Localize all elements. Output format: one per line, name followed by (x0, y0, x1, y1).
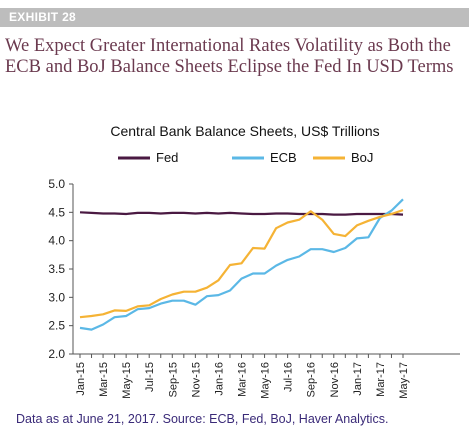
x-tick-label: Mar-17 (375, 362, 387, 397)
y-tick-label: 3.0 (48, 290, 65, 304)
x-tick-label: Sep-16 (306, 362, 318, 397)
x-tick-label: May-17 (398, 362, 410, 399)
y-tick-label: 2.0 (48, 347, 65, 361)
x-tick-label: Nov-15 (190, 362, 202, 397)
legend-label-ecb: ECB (270, 150, 297, 165)
y-tick-label: 4.0 (48, 234, 65, 248)
series-line-fed (79, 211, 404, 216)
series-line-ecb (79, 198, 404, 331)
x-tick-label: Mar-16 (237, 362, 249, 397)
series-layer (79, 198, 404, 331)
x-tick-label: Nov-16 (329, 362, 341, 397)
x-tick-label: Sep-15 (167, 362, 179, 397)
x-tick-label: May-15 (121, 362, 133, 399)
y-tick-label: 4.5 (48, 205, 65, 219)
axes: 5.0 4.5 4.0 3.5 3.0 2.5 2.0 Jan-15 Mar-15 May-15 J… (48, 177, 460, 399)
chart-title: Central Bank Balance Sheets, US$ Trillio… (110, 123, 379, 139)
x-tick-label: Jan-16 (213, 362, 225, 396)
headline: We Expect Greater International Rates Vo… (5, 36, 454, 77)
y-tick-label: 3.5 (48, 262, 65, 276)
x-tick-label: Jan-17 (352, 362, 364, 396)
series-line-boj (79, 209, 404, 319)
x-tick-label: Jul-15 (144, 362, 156, 392)
footnote: Data as at June 21, 2017. Source: ECB, F… (16, 412, 389, 426)
y-tick-label: 2.5 (48, 319, 65, 333)
exhibit-bar: EXHIBIT 28 (0, 8, 469, 27)
exhibit-label: EXHIBIT 28 (9, 10, 77, 24)
x-tick-label: Mar-15 (98, 362, 110, 397)
y-tick-label: 5.0 (48, 177, 65, 191)
legend: Fed ECB BoJ (118, 150, 373, 165)
legend-label-boj: BoJ (351, 150, 373, 165)
x-tick-label: Jan-15 (75, 362, 87, 396)
x-tick-label: May-16 (260, 362, 272, 399)
legend-label-fed: Fed (156, 150, 178, 165)
x-tick-label: Jul-16 (283, 362, 295, 392)
